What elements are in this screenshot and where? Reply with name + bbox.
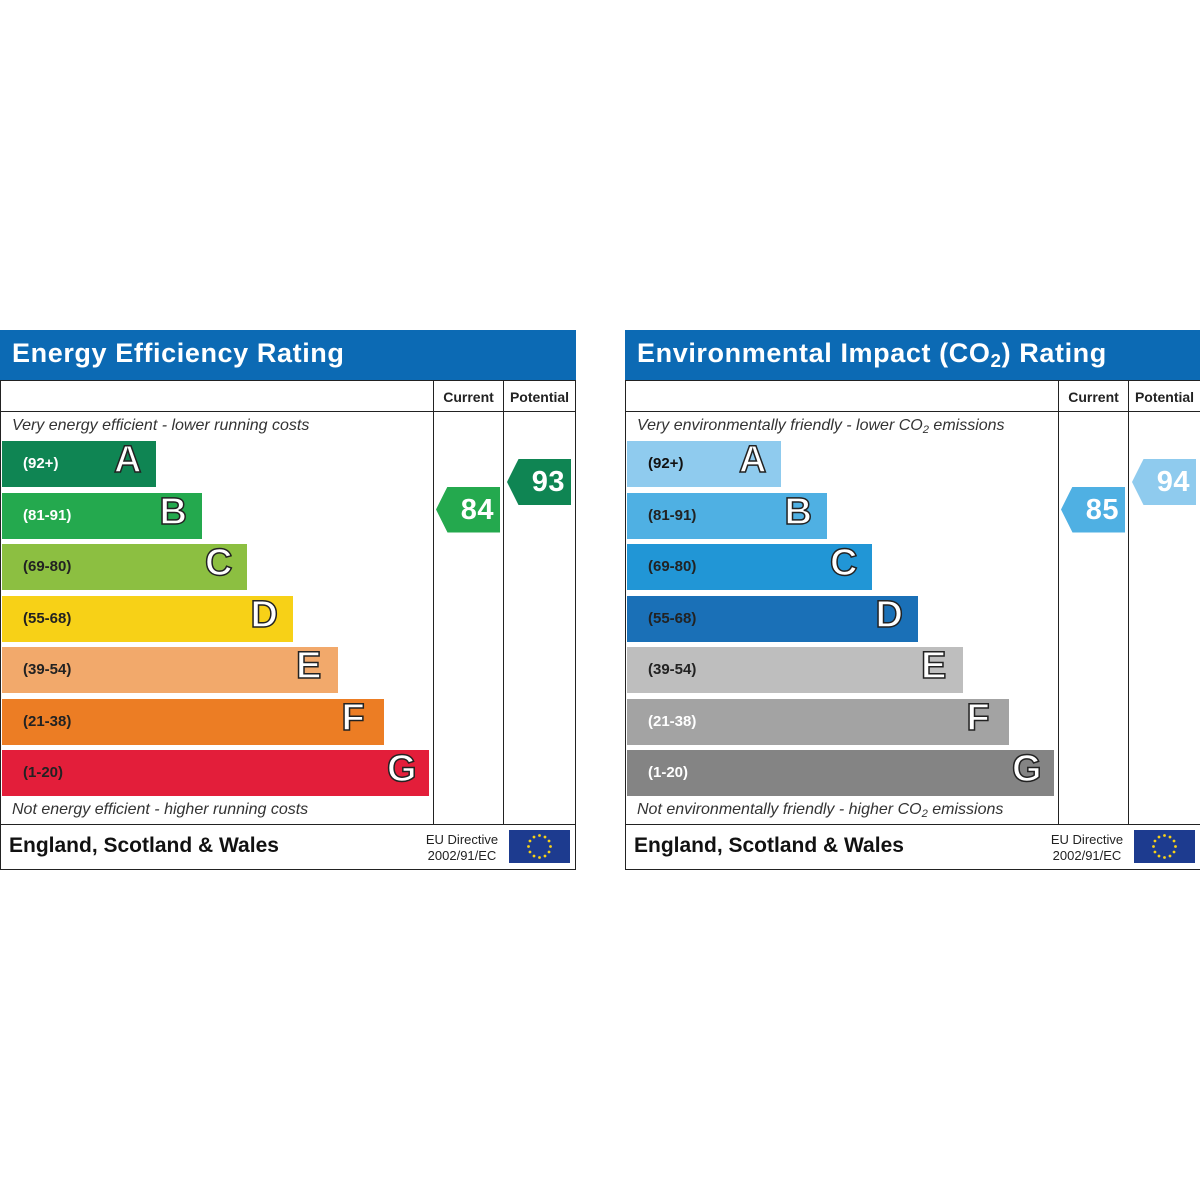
band-range-label: (1-20) [648,764,689,781]
band-letter: C [829,541,858,585]
potential-rating-arrow: 93 [507,459,571,505]
top-note: Very energy efficient - lower running co… [12,417,310,434]
band-range-label: (92+) [23,455,59,472]
rating-table: Current Potential Very environmentally f… [625,380,1200,870]
band-b: (81-91) B [2,490,202,539]
band-range-label: (21-38) [23,712,72,730]
band-range-label: (1-20) [23,764,64,781]
column-divider [1058,381,1059,824]
band-letter: A [738,438,767,482]
band-f: (21-38) F [2,696,384,745]
panel-title: Energy Efficiency Rating [12,338,345,368]
band-range-label: (55-68) [23,609,72,627]
band-letter: G [386,747,417,791]
footer-rule [626,824,1200,825]
band-letter: F [341,696,366,740]
band-letter: E [295,644,322,688]
band-letter: G [1011,747,1042,791]
potential-column-header: Potential [509,389,570,405]
band-g: (1-20) G [2,747,429,796]
potential-rating-value: 94 [1156,466,1190,498]
current-rating-value: 84 [460,493,494,526]
band-range-label: (92+) [648,455,684,472]
band-range-label: (39-54) [648,661,697,678]
band-range-label: (69-80) [648,558,697,575]
band-letter: B [784,490,813,534]
band-d: (55-68) D [2,593,293,642]
directive-line: 2002/91/EC [427,848,497,863]
band-range-label: (55-68) [648,609,697,627]
panel-header: Energy Efficiency Rating [0,330,576,380]
top-note: Very environmentally friendly - lower CO… [637,417,1005,437]
band-g: (1-20) G [627,747,1054,796]
eu-flag-icon [1134,830,1195,863]
band-b: (81-91) B [627,490,827,539]
potential-rating-value: 93 [531,466,565,498]
panel-header: Environmental Impact (CO2) Rating [625,330,1200,380]
column-divider [433,381,434,824]
rating-table: Current Potential Very energy efficient … [0,380,576,870]
footer-region: England, Scotland & Wales [9,834,279,857]
energy-efficiency-panel: Energy Efficiency Rating Current Potenti… [0,330,576,870]
band-letter: F [966,696,991,740]
current-rating-arrow: 85 [1061,486,1125,533]
band-range-label: (81-91) [648,506,697,524]
band-a: (92+) A [627,438,781,487]
band-letter: C [204,541,233,585]
band-letter: D [875,593,904,637]
eu-flag-icon [509,830,570,863]
band-e: (39-54) E [627,644,963,693]
band-c: (69-80) C [627,541,872,590]
band-range-label: (81-91) [23,506,72,524]
environmental-impact-panel: Environmental Impact (CO2) Rating Curren… [625,330,1200,870]
column-divider [503,381,504,824]
current-column-header: Current [1068,389,1119,405]
current-column-header: Current [443,389,494,405]
directive-line: EU Directive [1050,832,1124,847]
directive-line: EU Directive [425,832,499,847]
band-c: (69-80) C [2,541,247,590]
band-a: (92+) A [2,438,156,487]
current-rating-arrow: 84 [436,486,500,533]
band-letter: B [159,490,188,534]
band-range-label: (39-54) [23,661,72,678]
band-letter: A [113,438,142,482]
column-divider [1128,381,1129,824]
bottom-note: Not environmentally friendly - higher CO… [637,801,1004,821]
band-d: (55-68) D [627,593,918,642]
eu-directive: EU Directive 2002/91/EC [1036,832,1138,864]
bottom-note: Not energy efficient - higher running co… [12,801,309,818]
footer-region: England, Scotland & Wales [634,834,904,857]
current-rating-value: 85 [1085,493,1119,526]
band-range-label: (69-80) [23,558,72,575]
potential-rating-arrow: 94 [1132,459,1196,505]
band-letter: D [250,593,279,637]
band-range-label: (21-38) [648,712,697,730]
footer-rule [1,824,575,825]
band-f: (21-38) F [627,696,1009,745]
potential-column-header: Potential [1134,389,1195,405]
header-rule [1,411,575,412]
band-letter: E [920,644,947,688]
eu-directive: EU Directive 2002/91/EC [411,832,513,864]
directive-line: 2002/91/EC [1052,848,1122,863]
band-e: (39-54) E [2,644,338,693]
header-rule [626,411,1200,412]
panel-title: Environmental Impact (CO2) Rating [637,338,1107,373]
